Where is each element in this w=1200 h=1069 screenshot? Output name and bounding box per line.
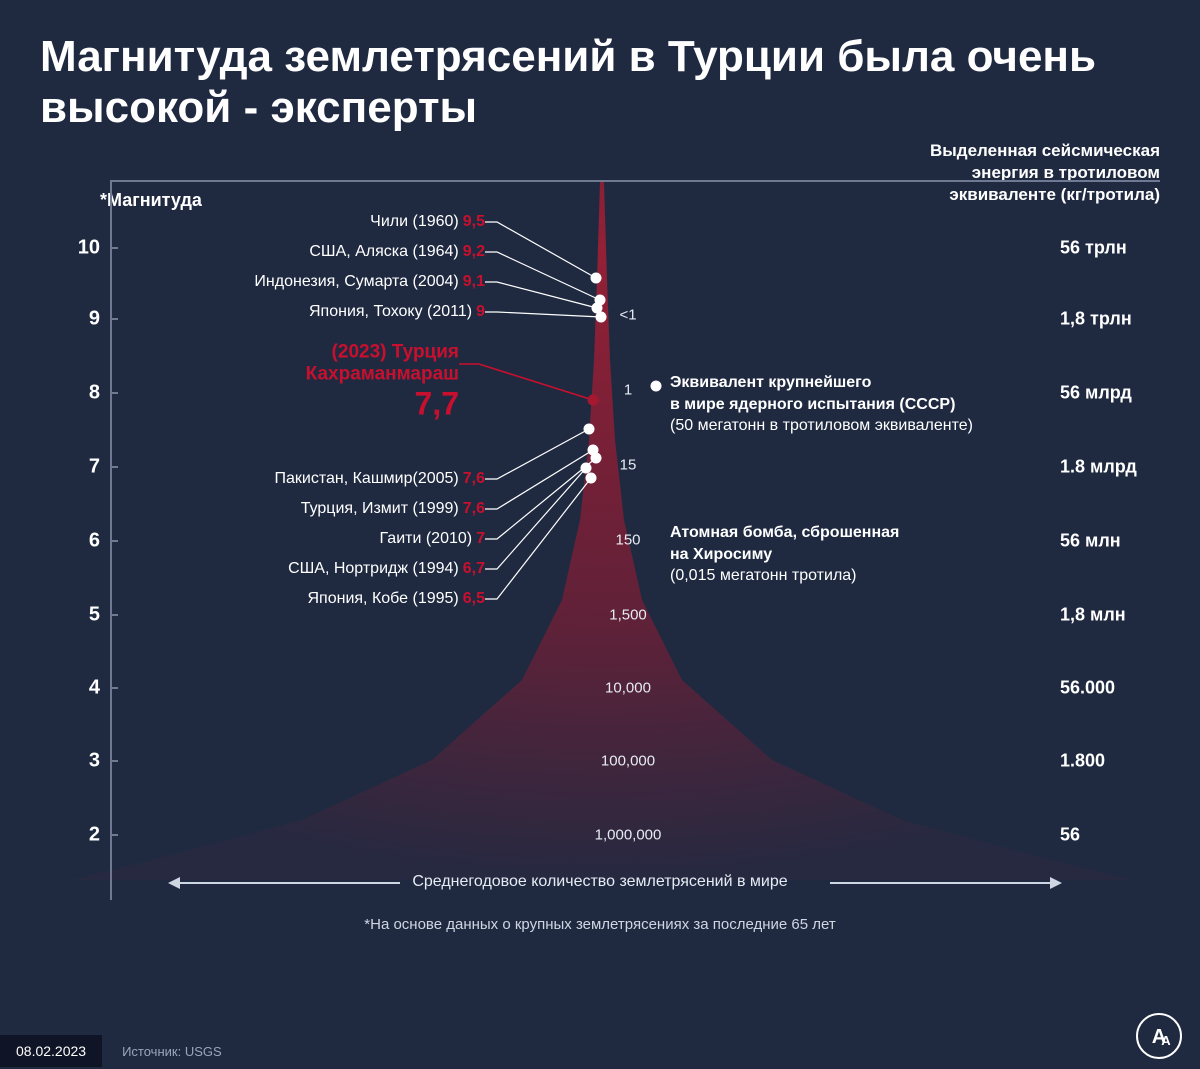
event-label: Индонезия, Сумарта (2004)9,1 [254,273,485,291]
right-tick: 56 трлн [1060,238,1160,259]
arrow-head-right-icon [1050,877,1062,889]
footer: 08.02.2023 Источник: USGS [0,1033,1200,1069]
event-label: Турция, Измит (1999)7,6 [301,500,485,518]
footer-source: Источник: USGS [122,1044,222,1059]
highlight-dot [588,395,599,406]
svg-text:A: A [1161,1033,1171,1048]
left-tick: 2 [70,824,100,847]
right-tick: 56 млрд [1060,383,1160,404]
event-label: Япония, Тохоку (2011)9 [309,303,485,321]
frequency-label: 1 [624,382,632,399]
chart-area: *Магнитуда Выделенная сейсмическая энерг… [40,160,1160,940]
right-tick: 1,8 млн [1060,605,1160,626]
event-label: США, Нортридж (1994)6,7 [288,560,485,578]
page-title: Магнитуда землетрясений в Турции была оч… [0,0,1200,143]
left-tick: 4 [70,677,100,700]
event-label: США, Аляска (1964)9,2 [309,243,485,261]
event-label: Чили (1960)9,5 [370,213,485,231]
left-tick: 6 [70,530,100,553]
frequency-label: 10,000 [605,680,651,697]
frequency-label: 15 [620,457,637,474]
event-label: Япония, Кобе (1995)6,5 [308,590,486,608]
tick-mark [110,392,118,394]
frequency-label: 1,500 [609,607,647,624]
tick-mark [110,466,118,468]
frequency-label: 150 [615,532,640,549]
right-annotation: Эквивалент крупнейшегов мире ядерного ис… [670,372,973,437]
footnote: *На основе данных о крупных землетрясени… [364,916,835,933]
event-dot [591,453,602,464]
right-tick: 1.800 [1060,751,1160,772]
right-annotation: Атомная бомба, сброшеннаяна Хиросиму(0,0… [670,522,899,587]
frequency-label: <1 [619,307,636,324]
footer-date: 08.02.2023 [0,1035,102,1067]
right-tick: 1.8 млрд [1060,457,1160,478]
tick-mark [110,687,118,689]
tick-mark [110,614,118,616]
highlight-line1: (2023) Турция [306,342,459,364]
highlight-magnitude: 7,7 [306,386,459,423]
tick-mark [110,540,118,542]
right-tick: 56.000 [1060,678,1160,699]
event-label: Пакистан, Кашмир(2005)7,6 [275,470,486,488]
event-dot [596,312,607,323]
event-dot [586,473,597,484]
left-tick: 10 [70,237,100,260]
event-dot [591,273,602,284]
tick-mark [110,247,118,249]
tick-mark [110,318,118,320]
left-tick: 3 [70,750,100,773]
left-tick: 8 [70,382,100,405]
source-value: USGS [185,1044,222,1059]
frequency-label: 1,000,000 [595,827,662,844]
x-axis-title: Среднегодовое количество землетрясений в… [412,873,787,891]
arrow-head-left-icon [168,877,180,889]
annotation-dot [651,381,662,392]
x-axis-arrow-line-left [180,882,400,884]
right-tick: 56 млн [1060,531,1160,552]
event-dot [584,424,595,435]
source-label: Источник: [122,1044,181,1059]
x-axis-arrow-line-right [830,882,1050,884]
right-tick: 56 [1060,825,1160,846]
left-tick: 5 [70,604,100,627]
right-tick: 1,8 трлн [1060,309,1160,330]
anadolu-agency-logo-icon: A A [1136,1013,1182,1059]
highlight-line2: Кахраманмараш [306,364,459,386]
left-tick: 9 [70,308,100,331]
frequency-label: 100,000 [601,753,655,770]
tick-mark [110,760,118,762]
left-tick: 7 [70,456,100,479]
event-label: Гаити (2010)7 [380,530,485,548]
highlight-turkey-2023: (2023) Турция Кахраманмараш 7,7 [306,342,459,423]
tick-mark [110,834,118,836]
